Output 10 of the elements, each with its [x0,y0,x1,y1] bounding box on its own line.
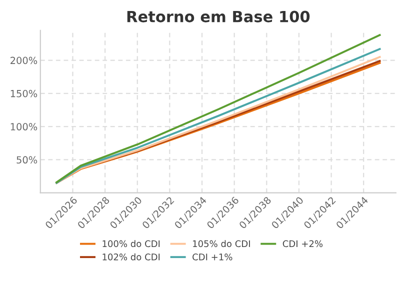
y-tick-label: 150% [10,90,38,98]
y-tick-label: 100% [10,123,38,130]
chart-title: Retorno em Base 100 [127,10,310,22]
legend-label: 102% do CDI [102,253,160,260]
y-tick-label: 200% [10,56,38,64]
legend-label: CDI +2% [282,240,323,248]
legend-label: CDI +1% [192,254,232,260]
y-tick-label: 50% [16,156,38,164]
legend-label: 100% do CDI [102,240,160,248]
legend-label: 105% do CDI [193,240,250,248]
